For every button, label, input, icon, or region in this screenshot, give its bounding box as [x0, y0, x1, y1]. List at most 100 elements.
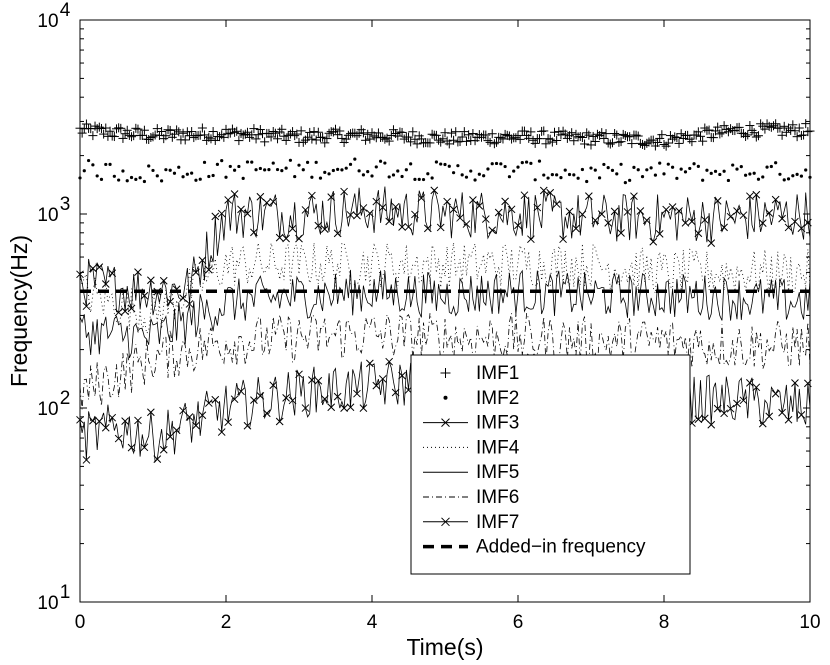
data-point-b	[404, 223, 413, 231]
data-point-b	[378, 375, 387, 383]
data-point	[460, 173, 464, 177]
data-point	[151, 168, 155, 173]
data-point-b	[333, 229, 342, 238]
data-point	[202, 160, 207, 164]
data-point	[361, 173, 366, 177]
data-point-b	[430, 186, 439, 195]
data-point	[666, 162, 670, 166]
data-point	[795, 172, 799, 176]
data-point-b	[114, 434, 123, 443]
data-point-b	[230, 395, 239, 404]
data-point-b	[475, 201, 484, 210]
data-point	[743, 173, 748, 177]
data-point-b	[146, 276, 155, 285]
data-point	[555, 173, 559, 177]
data-point-b	[192, 268, 200, 277]
data-point	[606, 166, 610, 170]
data-point	[357, 169, 361, 173]
data-point	[546, 176, 550, 180]
legend-item: IMF5	[423, 462, 519, 483]
data-point	[494, 161, 499, 166]
data-point	[232, 168, 237, 172]
data-point-b	[778, 214, 786, 223]
data-point-b	[269, 197, 278, 206]
data-point-b	[784, 415, 793, 424]
data-point	[636, 168, 640, 172]
data-point	[245, 160, 250, 164]
data-point-b	[411, 210, 419, 219]
data-point-b	[713, 404, 722, 413]
data-point	[649, 166, 653, 170]
data-point-b	[230, 190, 239, 198]
data-point	[726, 178, 731, 183]
data-point	[701, 178, 705, 182]
data-point	[370, 174, 374, 178]
data-point	[572, 173, 576, 177]
data-point-b	[385, 357, 394, 366]
data-point	[447, 164, 451, 168]
data-point-b	[636, 207, 645, 215]
data-point-b	[707, 420, 716, 429]
data-point-b	[282, 394, 290, 402]
data-point	[778, 172, 782, 176]
data-point	[482, 174, 486, 178]
data-point	[288, 158, 293, 162]
data-point-b	[733, 399, 741, 408]
data-point-b	[82, 302, 91, 311]
data-point-b	[262, 198, 271, 207]
data-point-b	[146, 408, 155, 417]
data-point-b	[140, 291, 149, 300]
data-point	[507, 175, 512, 179]
data-point	[181, 175, 185, 179]
data-point	[284, 166, 288, 170]
data-point-b	[758, 219, 767, 227]
data-point-b	[797, 224, 806, 233]
data-point	[95, 174, 99, 178]
data-point	[250, 160, 254, 164]
data-point-b	[623, 208, 632, 216]
data-point	[327, 172, 331, 176]
data-point-b	[166, 432, 175, 441]
data-point-b	[494, 208, 503, 217]
legend-label: IMF7	[476, 512, 519, 533]
data-point	[228, 164, 232, 169]
data-point-b	[675, 207, 683, 215]
data-point	[426, 172, 430, 176]
data-point-b	[333, 392, 342, 401]
data-point-b	[784, 223, 793, 232]
data-point-b	[288, 396, 297, 405]
data-point-b	[127, 304, 136, 313]
data-point	[224, 175, 228, 179]
data-point	[172, 171, 177, 175]
legend-item: IMF4	[423, 437, 520, 458]
data-point-b	[443, 197, 452, 206]
data-point	[121, 169, 125, 173]
data-point-b	[746, 192, 754, 201]
data-point	[336, 167, 340, 171]
data-point	[267, 167, 271, 172]
data-point	[400, 174, 404, 179]
data-point	[615, 172, 619, 176]
data-point	[503, 164, 507, 169]
data-point-b	[185, 413, 194, 421]
data-point-b	[166, 297, 175, 306]
data-point-b	[507, 205, 516, 214]
data-point-b	[668, 203, 677, 211]
data-point-b	[649, 237, 658, 246]
series-4	[79, 269, 811, 359]
data-point	[99, 177, 104, 181]
data-point-b	[179, 406, 187, 415]
data-point-b	[436, 223, 445, 232]
data-point-b	[288, 224, 297, 233]
data-point-b	[140, 443, 149, 452]
data-point-b	[301, 404, 310, 412]
data-point	[589, 166, 593, 170]
data-point-b	[89, 416, 97, 425]
legend-marker-b	[441, 418, 450, 427]
data-point-b	[243, 421, 252, 430]
data-point	[512, 169, 516, 173]
data-point-b	[681, 219, 690, 227]
data-point	[404, 168, 408, 172]
data-point	[593, 168, 597, 172]
